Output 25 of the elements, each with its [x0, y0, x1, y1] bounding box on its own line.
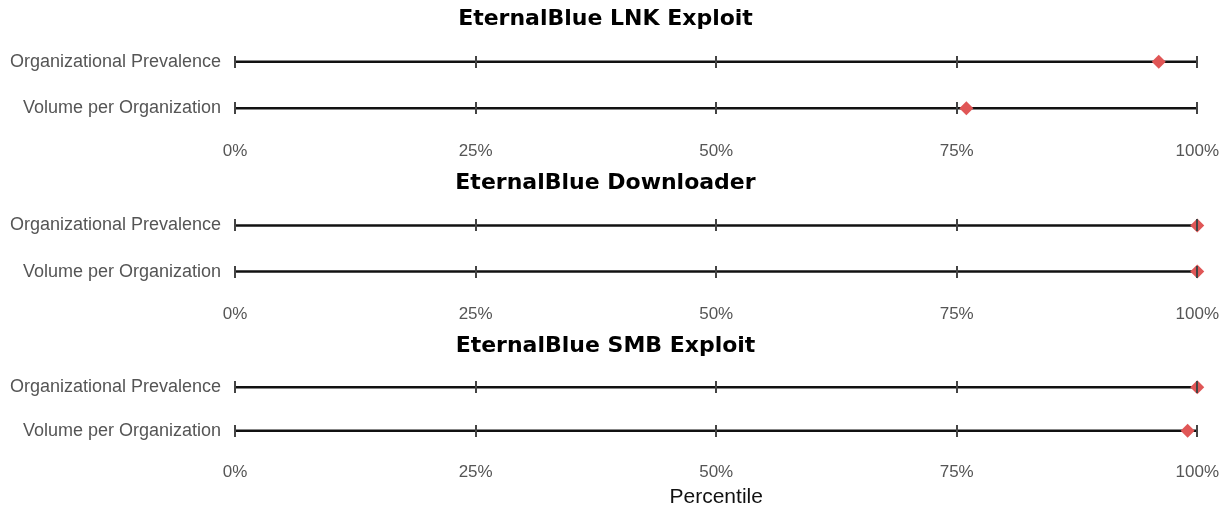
- y-tick-label: Volume per Organization: [23, 260, 222, 281]
- x-tick-label: 0%: [222, 141, 248, 161]
- y-tick-label: Organizational Prevalence: [10, 50, 222, 71]
- x-tick-label: 100%: [1175, 141, 1219, 161]
- chart-title: EternalBlue LNK Exploit: [458, 4, 754, 30]
- y-tick-label: Organizational Prevalence: [10, 214, 222, 235]
- x-tick-label: 25%: [458, 462, 493, 482]
- x-tick-label: 75%: [939, 304, 974, 324]
- x-tick-label: 75%: [939, 141, 974, 161]
- x-tick-label: 25%: [458, 304, 493, 324]
- x-tick-label: 0%: [222, 462, 248, 482]
- x-tick-label: 25%: [458, 141, 493, 161]
- x-tick-label: 100%: [1175, 304, 1219, 324]
- y-tick-label: Volume per Organization: [23, 419, 222, 440]
- x-tick-label: 50%: [699, 141, 734, 161]
- x-tick-label: 50%: [699, 304, 734, 324]
- chart-title: EternalBlue SMB Exploit: [455, 331, 756, 357]
- x-tick-label: 0%: [222, 304, 248, 324]
- x-tick-label: 100%: [1175, 462, 1219, 482]
- y-tick-label: Volume per Organization: [23, 97, 222, 118]
- x-tick-label: 50%: [699, 462, 734, 482]
- y-tick-label: Organizational Prevalence: [10, 376, 222, 397]
- x-axis-title: Percentile: [669, 484, 763, 508]
- chart-title: EternalBlue Downloader: [455, 168, 756, 194]
- x-tick-label: 75%: [939, 462, 974, 482]
